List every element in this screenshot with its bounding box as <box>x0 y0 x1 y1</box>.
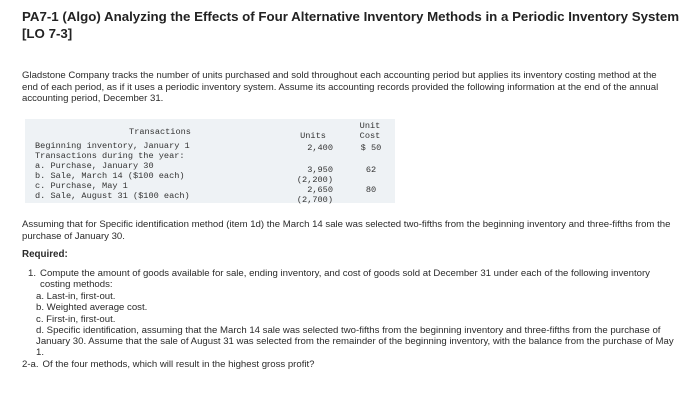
required-heading: Required: <box>22 249 68 260</box>
subitem: c. First-in, first-out. <box>36 313 116 325</box>
row-units: 2,650 <box>307 185 333 195</box>
note: Assuming that for Specific identificatio… <box>22 219 671 242</box>
required-list: 1. Compute the amount of goods available … <box>22 268 678 370</box>
row-label: d. Sale, August 31 ($100 each) <box>35 191 190 201</box>
subitem: a. Last-in, first-out. <box>36 290 116 302</box>
row-units: 3,950 <box>307 165 333 175</box>
item-body: Of the four methods, which will result i… <box>43 359 678 370</box>
row-label: c. Purchase, May 1 <box>35 181 128 191</box>
row-label: Transactions during the year: <box>35 151 185 161</box>
row-units: (2,200) <box>296 175 333 185</box>
item-number: 1. <box>28 268 37 279</box>
row-label: b. Sale, March 14 ($100 each) <box>35 171 185 181</box>
item-body: Compute the amount of goods available fo… <box>36 268 678 358</box>
item-number: 2-a. <box>22 359 39 370</box>
intro-paragraph: Gladstone Company tracks the number of u… <box>22 70 659 104</box>
row-cost: 62 <box>365 165 377 175</box>
row-cost: $ 50 <box>360 143 382 153</box>
subitem: b. Weighted average cost. <box>36 302 148 313</box>
data-table: Transactions Units Unit Cost Beginning i… <box>25 119 395 205</box>
item-text: Compute the amount of goods available fo… <box>40 268 650 290</box>
row-label: a. Purchase, January 30 <box>35 161 154 171</box>
row-units: (2,700) <box>296 195 333 205</box>
table-header: Transactions <box>129 127 191 137</box>
table-header: Units <box>300 131 326 141</box>
title: PA7-1 (Algo) Analyzing the Effects of Fo… <box>22 9 680 41</box>
row-cost: 80 <box>365 185 377 195</box>
row-units: 2,400 <box>307 143 333 153</box>
row-label: Beginning inventory, January 1 <box>35 141 190 151</box>
item-text: Of the four methods, which will result i… <box>42 359 315 370</box>
required-item: 1. Compute the amount of goods available … <box>28 268 678 358</box>
table-header: Unit Cost <box>359 121 381 142</box>
required-item: 2-a. Of the four methods, which will resu… <box>22 359 678 370</box>
subitem: d. Specific identification, assuming tha… <box>36 325 674 358</box>
